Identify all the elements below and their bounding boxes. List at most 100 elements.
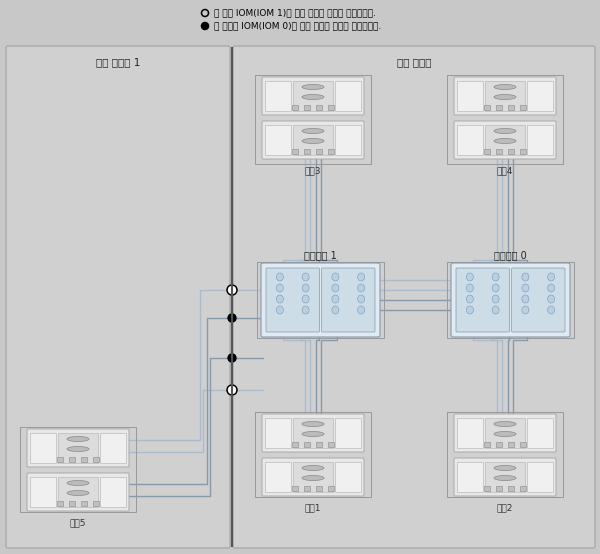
FancyBboxPatch shape: [266, 268, 320, 332]
Circle shape: [227, 385, 237, 395]
Ellipse shape: [277, 273, 283, 281]
FancyBboxPatch shape: [456, 268, 509, 332]
Bar: [496, 105, 502, 110]
Bar: [304, 105, 310, 110]
Bar: [335, 81, 361, 111]
Text: 체인1: 체인1: [305, 503, 321, 512]
Ellipse shape: [492, 295, 499, 303]
Ellipse shape: [332, 273, 339, 281]
FancyBboxPatch shape: [27, 429, 129, 467]
Bar: [81, 457, 87, 462]
Bar: [508, 486, 514, 491]
FancyBboxPatch shape: [261, 263, 380, 337]
Bar: [485, 462, 525, 492]
Bar: [485, 418, 525, 448]
Bar: [265, 462, 291, 492]
Bar: [292, 442, 298, 447]
Ellipse shape: [358, 295, 365, 303]
Text: 확장 캐비닛 1: 확장 캐비닛 1: [96, 57, 140, 67]
Ellipse shape: [548, 295, 554, 303]
FancyBboxPatch shape: [511, 268, 565, 332]
Text: 컨트롤러 1: 컨트롤러 1: [304, 250, 337, 260]
Ellipse shape: [67, 437, 89, 442]
Bar: [508, 105, 514, 110]
Bar: [328, 105, 334, 110]
Bar: [527, 418, 553, 448]
Bar: [304, 486, 310, 491]
Circle shape: [228, 354, 236, 362]
Bar: [93, 501, 99, 506]
Ellipse shape: [302, 138, 324, 143]
Bar: [292, 105, 298, 110]
FancyBboxPatch shape: [262, 121, 364, 159]
Text: 맨 아래의 IOM(IOM 0)에 대한 케이블 연결을 나타냅니다.: 맨 아래의 IOM(IOM 0)에 대한 케이블 연결을 나타냅니다.: [214, 22, 381, 30]
Bar: [457, 125, 483, 155]
Bar: [57, 501, 63, 506]
Bar: [484, 105, 490, 110]
Bar: [527, 125, 553, 155]
Text: 기본 캐비닛: 기본 캐비닛: [397, 57, 431, 67]
Bar: [30, 433, 56, 463]
Circle shape: [228, 314, 236, 322]
Bar: [485, 81, 525, 111]
FancyBboxPatch shape: [322, 268, 375, 332]
Bar: [292, 486, 298, 491]
Ellipse shape: [522, 306, 529, 314]
Ellipse shape: [492, 306, 499, 314]
FancyBboxPatch shape: [6, 46, 230, 548]
Ellipse shape: [548, 306, 554, 314]
Ellipse shape: [466, 273, 473, 281]
Bar: [520, 442, 526, 447]
Bar: [496, 486, 502, 491]
Text: 체인5: 체인5: [70, 518, 86, 527]
Ellipse shape: [302, 475, 324, 480]
FancyBboxPatch shape: [262, 77, 364, 115]
Bar: [328, 486, 334, 491]
Bar: [527, 81, 553, 111]
Bar: [316, 149, 322, 154]
Bar: [508, 149, 514, 154]
Bar: [484, 486, 490, 491]
Ellipse shape: [332, 295, 339, 303]
Ellipse shape: [494, 129, 516, 134]
Ellipse shape: [277, 306, 283, 314]
Bar: [335, 462, 361, 492]
Ellipse shape: [522, 273, 529, 281]
Ellipse shape: [358, 273, 365, 281]
Ellipse shape: [466, 284, 473, 292]
Ellipse shape: [302, 273, 309, 281]
Ellipse shape: [302, 465, 324, 470]
Bar: [316, 105, 322, 110]
Ellipse shape: [302, 306, 309, 314]
Ellipse shape: [358, 306, 365, 314]
Bar: [30, 477, 56, 507]
Bar: [457, 418, 483, 448]
Ellipse shape: [494, 465, 516, 470]
Bar: [457, 81, 483, 111]
Bar: [93, 457, 99, 462]
Text: 체인4: 체인4: [497, 166, 513, 175]
Bar: [69, 457, 75, 462]
Bar: [293, 462, 333, 492]
Bar: [457, 462, 483, 492]
FancyBboxPatch shape: [233, 46, 595, 548]
Ellipse shape: [522, 284, 529, 292]
Bar: [520, 486, 526, 491]
Ellipse shape: [302, 85, 324, 90]
Ellipse shape: [302, 422, 324, 427]
Text: 맨 위의 IOM(IOM 1)에 대한 케이블 연결을 나타냅니다.: 맨 위의 IOM(IOM 1)에 대한 케이블 연결을 나타냅니다.: [214, 8, 376, 18]
Ellipse shape: [466, 306, 473, 314]
FancyBboxPatch shape: [27, 473, 129, 511]
Circle shape: [227, 285, 237, 295]
FancyBboxPatch shape: [451, 263, 570, 337]
Bar: [58, 477, 98, 507]
FancyBboxPatch shape: [454, 121, 556, 159]
Bar: [527, 462, 553, 492]
Ellipse shape: [494, 475, 516, 480]
Bar: [485, 125, 525, 155]
Ellipse shape: [302, 95, 324, 100]
Ellipse shape: [494, 432, 516, 437]
Bar: [57, 457, 63, 462]
FancyBboxPatch shape: [454, 458, 556, 496]
Bar: [265, 125, 291, 155]
